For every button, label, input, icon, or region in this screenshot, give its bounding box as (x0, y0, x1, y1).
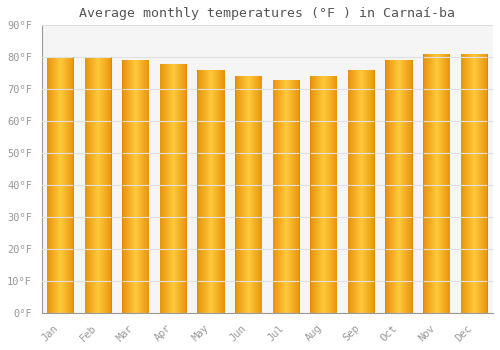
Bar (235, 76, 236, 313)
Bar (299, 80, 300, 313)
Bar (111, 57, 112, 313)
Bar (186, 64, 187, 313)
Bar (47, 57, 48, 313)
Bar (148, 61, 149, 313)
Bar (460, 54, 462, 313)
Bar (337, 76, 338, 313)
Bar (423, 54, 424, 313)
Bar (487, 54, 488, 313)
Title: Average monthly temperatures (°F ) in Carnaí-ba: Average monthly temperatures (°F ) in Ca… (80, 7, 456, 20)
Bar (272, 80, 273, 313)
Bar (374, 70, 375, 313)
Bar (84, 57, 85, 313)
Bar (310, 76, 311, 313)
